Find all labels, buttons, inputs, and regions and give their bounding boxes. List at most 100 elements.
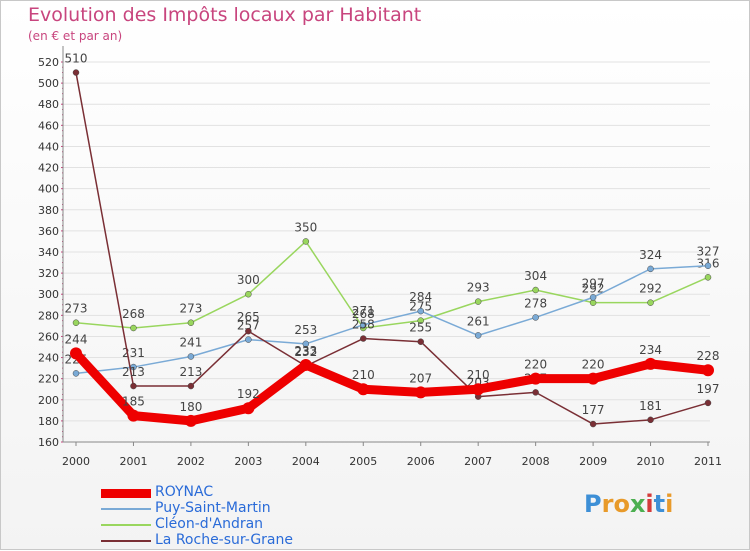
y-tick-label: 400 [38, 183, 59, 196]
data-point [70, 347, 82, 360]
x-tick-label: 2009 [579, 455, 607, 468]
legend-swatch [101, 524, 151, 526]
data-point [589, 294, 597, 301]
data-point [127, 409, 140, 422]
data-point [302, 340, 310, 348]
data-label: 244 [65, 332, 88, 346]
data-label: 258 [352, 318, 375, 332]
data-label: 271 [352, 304, 375, 318]
data-point [702, 364, 714, 377]
series-line [71, 348, 713, 426]
data-label: 181 [639, 399, 662, 413]
data-label: 300 [237, 273, 260, 287]
data-point [245, 336, 252, 343]
data-point [704, 274, 712, 281]
series-line [75, 240, 709, 329]
data-label: 293 [467, 281, 490, 295]
y-tick-label: 480 [38, 98, 59, 111]
x-tick-label: 2007 [464, 455, 492, 468]
data-point [589, 420, 597, 428]
data-point [72, 370, 80, 377]
y-tick-label: 520 [38, 56, 59, 69]
data-label: 253 [294, 323, 317, 337]
data-label: 220 [524, 358, 547, 372]
data-label: 261 [467, 314, 490, 328]
data-label: 207 [409, 371, 432, 385]
data-point [130, 382, 137, 390]
data-label: 220 [582, 358, 605, 372]
data-point [417, 317, 424, 324]
data-label: 510 [65, 52, 88, 66]
data-label: 232 [294, 345, 317, 359]
data-point [302, 238, 310, 245]
data-label: 273 [65, 302, 88, 316]
y-tick-label: 500 [38, 77, 59, 90]
data-label: 268 [122, 307, 145, 321]
data-point [647, 299, 654, 306]
x-tick-label: 2005 [349, 455, 377, 468]
y-tick-label: 320 [38, 267, 59, 280]
data-label: 257 [237, 319, 260, 333]
x-tick-label: 2011 [694, 455, 722, 468]
y-tick-label: 280 [38, 309, 59, 322]
legend-swatch [101, 488, 151, 498]
y-tick-label: 340 [38, 246, 59, 259]
data-point [242, 402, 255, 415]
data-point [130, 324, 137, 332]
y-tick-label: 240 [38, 352, 59, 365]
data-label: 210 [467, 368, 490, 382]
data-point [417, 307, 424, 315]
data-label: 297 [582, 276, 605, 290]
logo-letter: i [665, 490, 674, 518]
data-label: 284 [409, 290, 432, 304]
x-tick-label: 2001 [119, 455, 147, 468]
legend-swatch [101, 540, 151, 542]
y-tick-label: 360 [38, 225, 59, 238]
data-label: 350 [294, 220, 317, 234]
y-tick-label: 260 [38, 330, 59, 343]
data-point [72, 69, 80, 76]
x-tick-label: 2003 [234, 455, 262, 468]
chart-subtitle: (en € et par an) [28, 29, 123, 43]
x-tick-label: 2006 [407, 455, 435, 468]
y-tick-label: 460 [38, 119, 59, 132]
chart-title: Evolution des Impôts locaux par Habitant [28, 4, 422, 26]
data-point [532, 314, 539, 321]
data-point [472, 383, 485, 396]
data-point [414, 386, 427, 399]
data-label: 213 [122, 365, 145, 379]
data-point [360, 321, 367, 329]
data-label: 185 [122, 395, 145, 409]
data-point [704, 262, 712, 269]
logo-letter: o [613, 490, 630, 518]
data-label: 268 [352, 307, 375, 321]
data-point [587, 372, 600, 385]
legend-label: ROYNAC [155, 484, 214, 500]
data-label: 275 [409, 300, 432, 314]
data-label: 197 [697, 382, 720, 396]
logo-letter: t [653, 490, 666, 518]
y-tick-label: 420 [38, 162, 59, 175]
logo-letter: P [584, 490, 602, 518]
data-point [644, 357, 657, 370]
data-label: 210 [352, 368, 375, 382]
y-tick-label: 380 [38, 204, 59, 217]
y-tick-label: 180 [38, 415, 59, 428]
data-point [529, 372, 542, 385]
y-tick-label: 440 [38, 140, 59, 153]
data-label: 292 [639, 282, 662, 296]
data-point [184, 414, 197, 427]
y-tick-label: 160 [38, 436, 59, 449]
data-label: 231 [122, 346, 145, 360]
y-tick-label: 300 [38, 288, 59, 301]
data-point [245, 290, 252, 298]
data-label: 327 [697, 245, 720, 259]
data-label: 324 [639, 248, 662, 262]
data-point [474, 298, 482, 305]
legend-label: La Roche-sur-Grane [155, 532, 293, 548]
data-point [532, 389, 539, 396]
data-label: 278 [524, 296, 547, 310]
data-point [72, 319, 80, 326]
